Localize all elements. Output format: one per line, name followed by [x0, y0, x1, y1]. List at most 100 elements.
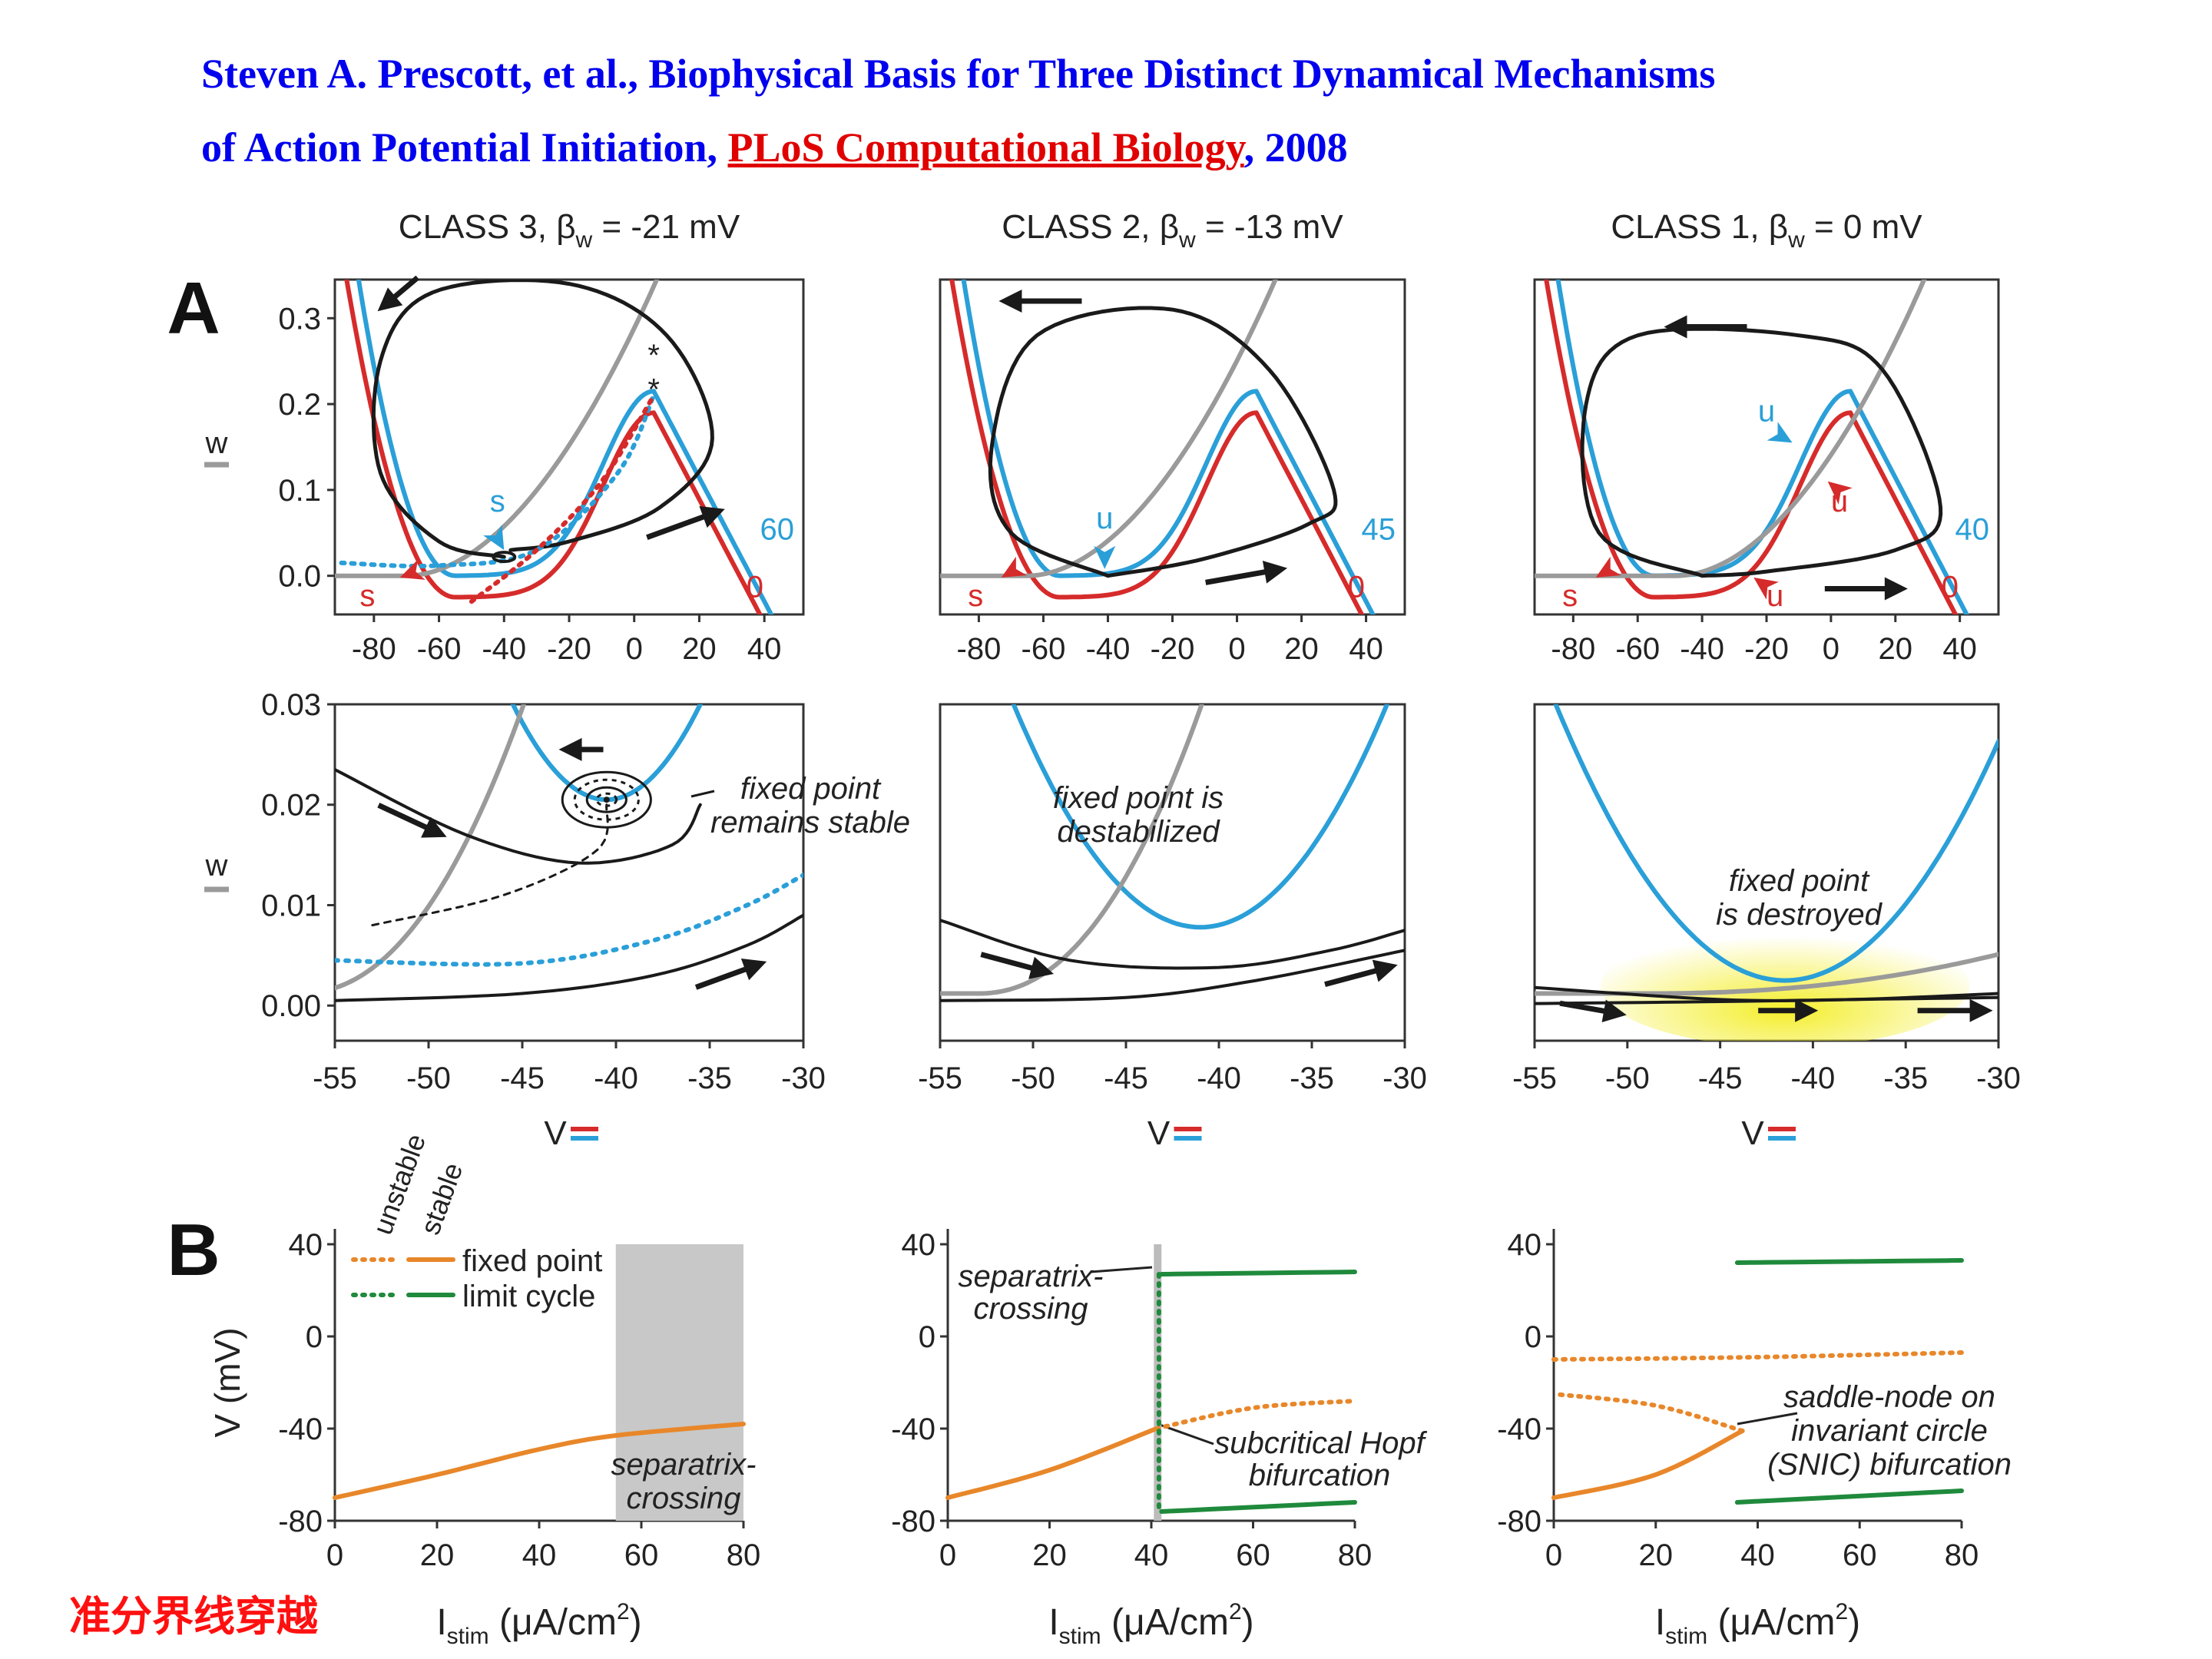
flow-arrow-head: [1262, 561, 1288, 584]
top-x-tick-label: -20: [547, 632, 591, 666]
red-pointer: [399, 559, 426, 580]
flow-arrow-head: [740, 959, 767, 981]
b-y-tick-label: 0: [1525, 1320, 1541, 1354]
spiral-ring: [561, 770, 652, 829]
flow-arrow: [1917, 998, 1993, 1022]
mid-x-tick-label: -55: [313, 1061, 357, 1095]
panel-label-b: B: [167, 1209, 220, 1291]
flow-arrow: [980, 952, 1054, 979]
b-x-label-pre: I: [1048, 1602, 1058, 1643]
mid-frame: [333, 703, 805, 1042]
top-x-tick-label: 0: [1823, 632, 1839, 666]
top-x-tick-label: -60: [1615, 632, 1660, 666]
flow-arrow-head: [1795, 998, 1819, 1022]
b-annotation-class3: separatrix-: [611, 1448, 757, 1482]
b-annotation-class1: saddle-node on: [1783, 1380, 1995, 1414]
gray-w-nullcline: [335, 704, 527, 991]
b-annotation-class2-hopf: bifurcation: [1249, 1459, 1391, 1492]
trajectory-loop: [371, 280, 714, 559]
blue-point-label: s: [490, 485, 505, 518]
fixed-point-spiral: [492, 551, 517, 564]
b-y-tick-label: -80: [278, 1505, 323, 1538]
flow-arrow: [558, 737, 604, 761]
citation-line-2: of Action Potential Initiation, PLoS Com…: [201, 111, 2121, 184]
blue-dotted-path: [335, 873, 803, 967]
b-annotation-class3: crossing: [627, 1482, 741, 1515]
trajectory: [335, 913, 803, 1002]
flow-arrow-head: [421, 816, 447, 838]
blue-pointer: [1094, 545, 1116, 569]
flow-arrow-head: [1028, 956, 1054, 979]
top-phase-plane-clip: [940, 280, 1376, 614]
column-title-pre: CLASS 1, β: [1611, 208, 1788, 246]
flow-arrow-head: [699, 505, 725, 528]
mid-x-label: V: [1741, 1114, 1764, 1152]
blue-pointer-head: [1767, 422, 1793, 443]
b-annotation-class1: (SNIC) bifurcation: [1767, 1448, 2012, 1482]
top-x-tick-label: -60: [1022, 632, 1066, 666]
red-level-label: 0: [1348, 571, 1365, 604]
blue-pointer: [483, 525, 505, 551]
mid-annotation-line: is destroyed: [1716, 898, 1883, 932]
mid-x-label: V: [1147, 1114, 1171, 1152]
flow-arrow: [1559, 999, 1627, 1023]
top-x-tick-label: -40: [482, 632, 526, 666]
blue-level-label: 45: [1362, 513, 1396, 547]
top-y-tick-label: 0.3: [278, 302, 321, 336]
b-x-label: Istim (μA/cm2): [1655, 1599, 1860, 1649]
top-x-tick-label: -20: [1151, 632, 1195, 666]
blue-pointer-head: [483, 525, 505, 551]
red-pointer: [1753, 577, 1779, 600]
b-x-tick-label: 20: [420, 1538, 455, 1572]
flow-arrow-head: [1372, 959, 1398, 982]
citation-year: , 2008: [1243, 124, 1348, 171]
series-limit-cycle-stable: [1159, 1270, 1357, 1277]
spiral-ring: [585, 786, 628, 813]
red-v-nullcline: [1544, 280, 1959, 614]
b-x-label-sub: stim: [447, 1624, 489, 1649]
mid-annotation-line: fixed point: [740, 772, 882, 806]
column-title-post: = 0 mV: [1805, 208, 1922, 246]
flow-arrow: [1205, 561, 1288, 585]
trajectory-loop: [1580, 326, 1943, 578]
red-pointer: [1595, 556, 1621, 578]
b-x-tick-label: 0: [939, 1538, 956, 1572]
trajectory-loop: [988, 306, 1338, 578]
flow-arrow: [1324, 959, 1398, 988]
mid-x-tick-label: -45: [500, 1061, 545, 1095]
column-title: CLASS 1, βw = 0 mV: [1611, 208, 1922, 253]
b-x-tick-label: 0: [1545, 1538, 1562, 1572]
red-pointer: [1827, 481, 1853, 505]
red-pointer-head: [1753, 577, 1779, 600]
b-x-tick-label: 80: [1338, 1538, 1373, 1572]
top-x-tick-label: 20: [1284, 632, 1319, 666]
red-pointer: [1001, 556, 1027, 578]
journal-link[interactable]: PLoS Computational Biology: [727, 124, 1244, 171]
legend-fixed-point-label: fixed point: [462, 1244, 602, 1278]
mid-phase-plane-clip: [940, 704, 1405, 1002]
flow-arrow-shaft: [694, 965, 752, 990]
top-phase-plane-clip: **: [335, 280, 774, 614]
top-x-tick-label: 40: [747, 632, 782, 666]
b-x-label-post: (μA/cm: [489, 1602, 617, 1643]
mid-x-tick-label: -35: [1883, 1061, 1928, 1095]
series-fixed-point-unstable: [1551, 1350, 1964, 1362]
top-x-tick-label: 20: [682, 632, 717, 666]
mid-y-label: w: [205, 849, 228, 882]
b-x-label-end: ): [630, 1602, 642, 1643]
b-y-tick-label: -80: [891, 1505, 935, 1538]
trajectory: [335, 768, 702, 865]
b-x-label-end: ): [1242, 1602, 1254, 1643]
series-limit-cycle-stable: [1734, 1488, 1964, 1505]
flow-arrow-shaft: [1324, 966, 1382, 988]
red-pointer-head: [1595, 556, 1621, 578]
series-limit-cycle-stable: [1159, 1500, 1357, 1514]
asterisk-marker: *: [647, 339, 660, 373]
b-y-tick-label: -40: [278, 1412, 323, 1446]
column-title: CLASS 2, βw = -13 mV: [1002, 208, 1343, 253]
red-dotted-path: [469, 392, 657, 604]
mid-x-tick-label: -30: [781, 1061, 826, 1095]
red-pointer-head: [1001, 556, 1027, 578]
annotation-leader: [690, 790, 715, 798]
trajectory: [1535, 995, 1998, 1005]
